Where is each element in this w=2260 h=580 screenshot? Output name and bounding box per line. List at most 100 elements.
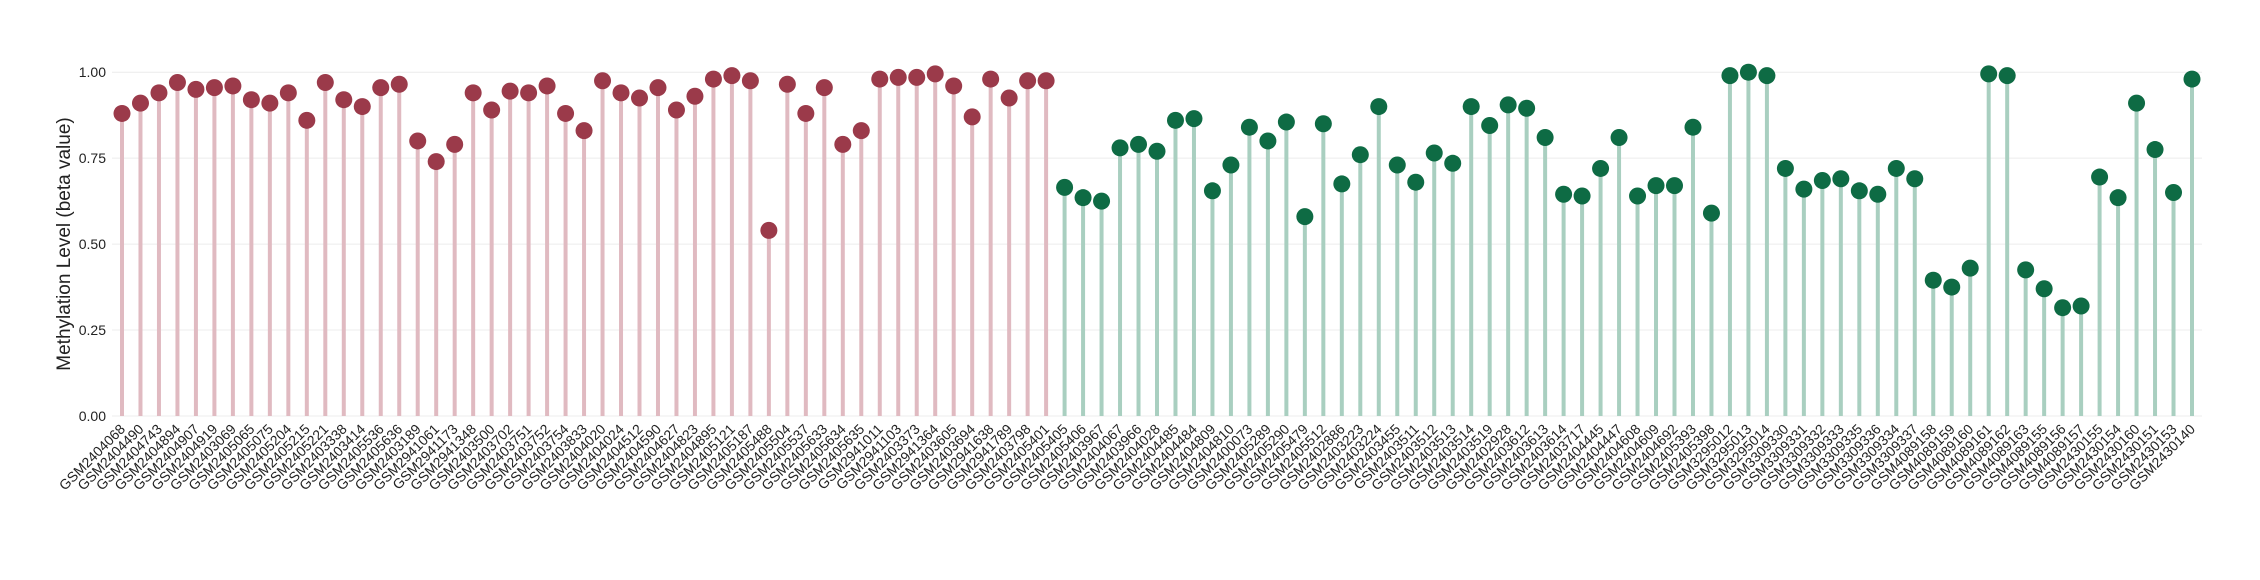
dot [2072,297,2090,315]
dot [464,84,482,102]
dot [1573,187,1591,205]
dot [1277,113,1295,131]
dot [1666,177,1683,195]
dot [1425,144,1443,162]
dot [1869,185,1887,203]
dot [594,72,612,90]
y-tick-label: 0.50 [79,236,106,252]
dot [1037,72,1055,90]
dot [1314,115,1332,133]
dot [427,153,445,171]
dot [1592,159,1610,177]
dot [1647,177,1665,195]
dot [1684,118,1702,136]
dot [1887,159,1905,177]
dot [1832,170,1850,188]
dot [2183,70,2201,88]
dot [686,87,704,105]
dot [1555,185,1573,203]
dot [538,77,556,95]
dot [2146,141,2164,159]
dot [1813,171,1831,189]
dot [316,74,334,92]
dot [483,101,501,119]
dot [409,132,427,150]
dot [2035,280,2053,298]
dot [279,84,297,102]
dot [187,80,205,98]
dot [1518,99,1536,117]
dot [520,84,538,102]
dot [778,75,796,93]
dot [612,84,630,102]
dot [1185,110,1203,128]
dot [1499,96,1517,114]
dot [1130,135,1148,153]
dot [1629,187,1647,205]
dot [1943,278,1961,296]
dot [1721,67,1739,85]
dot [2017,261,2035,279]
dot [1388,156,1406,174]
dot [1850,182,1868,200]
dot [815,79,833,97]
dot [1776,159,1794,177]
dot [723,67,741,85]
dot [1148,142,1166,160]
dot [1739,63,1757,81]
dot [704,70,722,88]
dot [852,122,870,140]
dot [150,84,168,102]
dot [205,79,223,97]
dot [1462,98,1480,116]
dot [1351,146,1369,164]
dot [1610,129,1628,147]
dot [889,68,907,86]
dot [446,135,464,153]
dot [113,104,131,122]
dot [1000,89,1018,107]
dot [2165,184,2183,202]
dot [390,75,408,93]
dot [1166,111,1184,129]
dot [372,79,390,97]
dot [1019,72,1037,90]
dot [1702,204,1720,222]
dot [1056,178,1074,196]
dot [797,104,815,122]
dot [1536,129,1554,147]
dot [1074,189,1092,207]
dot [168,74,186,92]
dot [224,77,242,95]
dot [631,89,648,107]
dot [1795,180,1813,198]
dot [1259,132,1277,150]
dot [649,79,667,97]
dot [1961,259,1979,277]
dot [1758,67,1776,85]
dot [353,98,371,116]
dot [982,70,1000,88]
dot [963,108,981,126]
y-tick-label: 0.75 [79,150,106,166]
dot [1240,118,1258,136]
dot [1111,139,1129,157]
dot [1998,67,2016,85]
dot [1924,271,1942,289]
dot [261,94,279,112]
dot [1481,116,1499,134]
dot [1407,173,1425,191]
dot [131,94,149,112]
dot [2109,189,2127,207]
dot [1980,65,1998,83]
dot [2128,94,2146,112]
dot [298,111,316,129]
dot [1203,182,1221,200]
dot [741,72,759,90]
y-tick-label: 0.00 [79,408,106,424]
dot [575,122,593,140]
dot [834,135,852,153]
y-axis-title: Methylation Level (beta value) [54,117,75,370]
dot [945,77,963,95]
dot [335,91,353,109]
